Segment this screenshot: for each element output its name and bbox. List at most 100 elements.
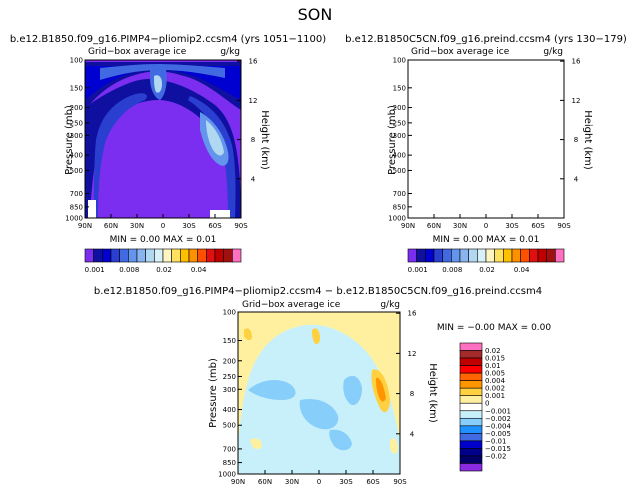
colorbar-swatch (459, 342, 483, 351)
x-tick-label: 60N (258, 478, 272, 486)
colorbar-swatch (459, 248, 469, 263)
colorbar-swatch (232, 248, 242, 263)
colorbar-label: −0.015 (485, 445, 511, 453)
y-axis: 100 150 200 250 300 400 500 700 850 1000 16 12 8 4 (65, 57, 258, 223)
y-tick-label: 700 (393, 190, 406, 198)
colorbar-label: −0.001 (485, 407, 511, 415)
panel-units: g/kg (220, 47, 240, 57)
y2-axis-label: Height (km) (582, 110, 593, 170)
y-tick-label: 200 (393, 104, 406, 112)
colorbar-swatch (546, 248, 556, 263)
panel-subtitle: Grid−box average ice (88, 47, 187, 57)
colorbar-swatch (214, 248, 224, 263)
y-tick-label: 850 (70, 203, 83, 211)
y-tick-label: 300 (70, 132, 83, 140)
y2-axis-label: Height (km) (427, 363, 438, 423)
y2-tick-label: 4 (251, 175, 256, 183)
stats-text: MIN = −0.00 MAX = 0.00 (437, 323, 552, 333)
colorbar-swatch (459, 365, 483, 374)
colorbar-label: 0.005 (485, 370, 505, 378)
colorbar-swatch (459, 425, 483, 434)
x-tick-label: 30N (453, 222, 467, 230)
x-tick-label: 0 (484, 222, 488, 230)
x-tick-label: 90N (78, 222, 92, 230)
x-tick-label: 90N (231, 478, 245, 486)
panel-subtitle: Grid−box average ice (242, 300, 341, 310)
colorbar-swatch (555, 248, 565, 263)
y2-tick-label: 16 (408, 310, 417, 318)
colorbar-label: −0.005 (485, 430, 511, 438)
colorbar-swatch (520, 248, 530, 263)
y-tick-label: 1000 (218, 471, 236, 479)
y-axis: 100 150 200 250 300 400 500 700 850 1000 16 12 8 4 (388, 57, 581, 223)
colorbar-swatch (206, 248, 216, 263)
y-axis-label: Pressure (mb) (64, 105, 75, 175)
y-tick-label: 150 (70, 84, 83, 92)
colorbar-swatch (102, 248, 112, 263)
colorbar-label: −0.02 (485, 452, 506, 460)
y-tick-label: 150 (393, 84, 406, 92)
colorbar-label: 0.008 (119, 266, 139, 274)
y-tick-label: 850 (223, 459, 236, 467)
colorbar-swatch (442, 248, 452, 263)
x-tick-label: 60N (427, 222, 441, 230)
y-tick-label: 500 (223, 422, 236, 430)
page-title: SON (298, 5, 333, 24)
x-tick-label: 60N (104, 222, 118, 230)
colorbar-swatch (119, 248, 129, 263)
y-tick-label: 400 (393, 152, 406, 160)
colorbar-swatch (416, 248, 426, 263)
y-tick-label: 150 (223, 337, 236, 345)
x-axis: 90N 60N 30N 0 30S 60S 90S (78, 214, 248, 230)
colorbar-swatch (197, 248, 207, 263)
panel-title: b.e12.B1850.f09_g16.PIMP4−pliomip2.ccsm4… (10, 34, 326, 45)
colorbar-swatch (459, 395, 483, 404)
stats-text: MIN = 0.00 MAX = 0.01 (110, 235, 217, 245)
colorbar-label: 0.02 (156, 266, 172, 274)
colorbar-label: 0.02 (485, 347, 501, 355)
y-tick-label: 700 (223, 445, 236, 453)
colorbar-swatch (128, 248, 138, 263)
x-tick-label: 60S (531, 222, 545, 230)
y-tick-label: 250 (393, 119, 406, 127)
colorbar-label: 0.001 (85, 266, 105, 274)
colorbar-right: 0.001 0.008 0.02 0.04 (408, 248, 565, 274)
x-axis: 90N 60N 30N 0 30S 60S 90S (401, 214, 571, 230)
panel-subtitle: Grid−box average ice (411, 47, 510, 57)
colorbar-label: −0.002 (485, 415, 511, 423)
colorbar-label: 0.001 (485, 392, 505, 400)
colorbar-label: 0.04 (191, 266, 207, 274)
colorbar-swatch (468, 248, 478, 263)
x-tick-label: 30S (505, 222, 519, 230)
colorbar-swatch (188, 248, 198, 263)
colorbar-swatch (485, 248, 495, 263)
x-tick-label: 90S (393, 478, 407, 486)
contour-field (85, 60, 241, 218)
colorbar-swatch (459, 357, 483, 366)
colorbar-swatch (162, 248, 172, 263)
panel-right: b.e12.B1850C5CN.f09_g16.preind.ccsm4 (yr… (345, 34, 627, 245)
x-tick-label: 60S (366, 478, 380, 486)
y2-tick-label: 8 (574, 136, 578, 144)
y-tick-label: 400 (223, 406, 236, 414)
x-tick-label: 0 (317, 478, 321, 486)
x-tick-label: 30N (285, 478, 299, 486)
y2-tick-label: 12 (249, 97, 258, 105)
contour-field (238, 312, 400, 474)
x-tick-label: 90S (234, 222, 248, 230)
colorbar-swatch (511, 248, 521, 263)
colorbar-swatch (459, 463, 483, 472)
x-tick-label: 30N (130, 222, 144, 230)
colorbar-label: 0.04 (514, 266, 530, 274)
colorbar-label: 0.002 (485, 385, 505, 393)
y-tick-label: 300 (223, 386, 236, 394)
colorbar-swatch (459, 350, 483, 359)
colorbar-swatch (433, 248, 443, 263)
y-tick-label: 300 (393, 132, 406, 140)
panel-difference: b.e12.B1850.f09_g16.PIMP4−pliomip2.ccsm4… (94, 286, 551, 486)
colorbar-swatch (459, 417, 483, 427)
colorbar-swatch (223, 248, 233, 263)
y2-tick-label: 16 (572, 58, 581, 66)
colorbar-swatch (459, 380, 483, 389)
colorbar-swatch (459, 455, 483, 464)
